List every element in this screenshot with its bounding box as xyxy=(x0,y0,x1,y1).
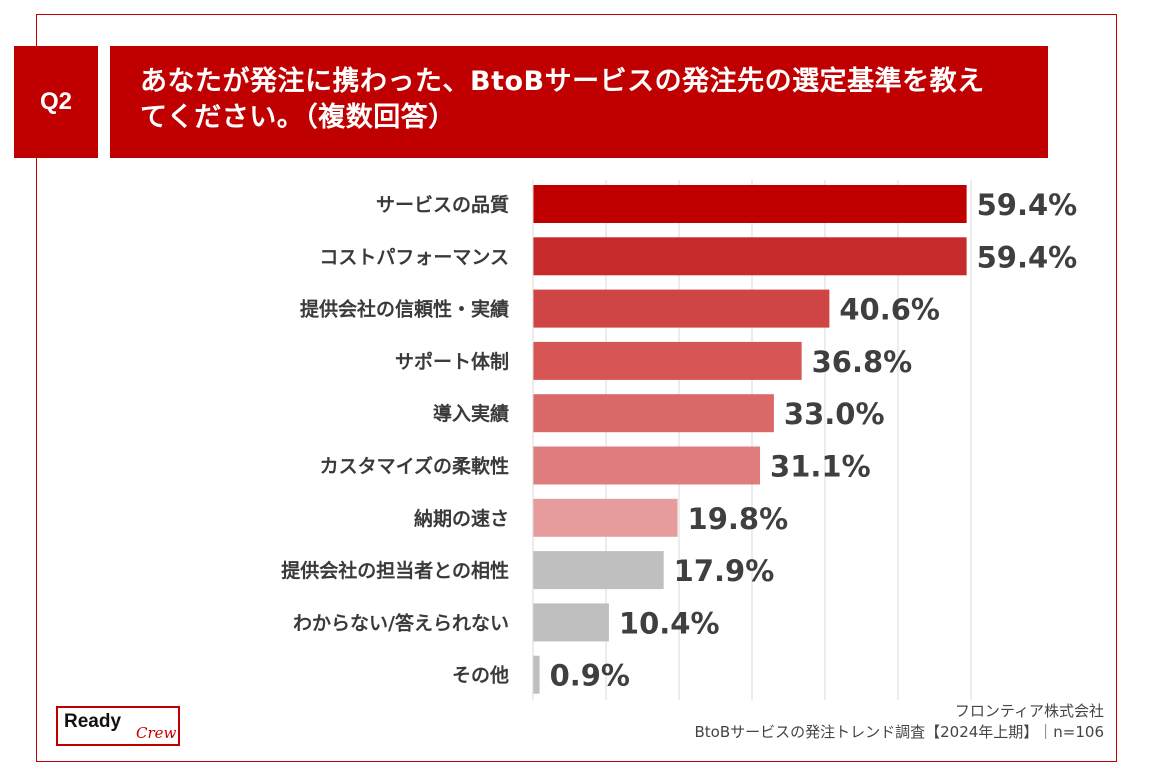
ready-crew-logo: Ready Crew xyxy=(56,706,180,746)
logo-crew-text: Crew xyxy=(136,724,177,742)
source-survey: BtoBサービスの発注トレンド調査【2024年上期】｜n=106 xyxy=(694,723,1104,741)
value-label-4: 36.8% xyxy=(812,345,913,379)
bar-7 xyxy=(533,498,678,537)
question-title: あなたが発注に携わった、BtoBサービスの発注先の選定基準を教え てください。（… xyxy=(110,46,1048,158)
value-label-1: 59.4% xyxy=(977,188,1078,222)
bar-1 xyxy=(533,185,967,223)
bar-8 xyxy=(533,551,664,590)
bar-3 xyxy=(533,289,830,328)
value-label-8: 17.9% xyxy=(674,554,775,588)
value-label-7: 19.8% xyxy=(688,502,789,536)
value-label-2: 59.4% xyxy=(977,240,1078,274)
value-label-10: 0.9% xyxy=(550,659,630,693)
source-company: フロンティア株式会社 xyxy=(954,702,1104,720)
category-label-2: コストパフォーマンス xyxy=(319,246,509,268)
value-label-5: 33.0% xyxy=(784,397,885,431)
category-label-7: 納期の速さ xyxy=(414,507,509,530)
value-label-6: 31.1% xyxy=(770,450,871,484)
question-title-line-1: あなたが発注に携わった、BtoBサービスの発注先の選定基準を教え xyxy=(140,66,985,97)
category-label-3: 提供会社の信頼性・実績 xyxy=(300,298,509,321)
value-label-9: 10.4% xyxy=(619,606,720,640)
category-label-1: サービスの品質 xyxy=(376,193,509,216)
category-label-10: その他 xyxy=(452,664,509,687)
source-note: フロンティア株式会社 BtoBサービスの発注トレンド調査【2024年上期】｜n=… xyxy=(694,701,1104,743)
question-badge: Q2 xyxy=(14,46,98,158)
bar-4 xyxy=(533,341,802,380)
category-label-6: カスタマイズの柔軟性 xyxy=(320,455,509,478)
category-label-5: 導入実績 xyxy=(433,402,509,425)
chart-frame xyxy=(36,14,1117,762)
value-label-3: 40.6% xyxy=(839,293,940,327)
category-label-8: 提供会社の担当者との相性 xyxy=(281,559,509,582)
bar-2 xyxy=(533,237,967,276)
logo-ready-text: Ready xyxy=(64,711,122,732)
bar-9 xyxy=(533,603,609,642)
bar-6 xyxy=(533,446,761,485)
category-label-4: サポート体制 xyxy=(395,350,509,373)
bar-5 xyxy=(533,394,774,433)
category-label-9: わからない/答えられない xyxy=(293,611,509,634)
bar-10 xyxy=(533,655,540,694)
question-title-line-2: てください。（複数回答） xyxy=(140,102,456,133)
